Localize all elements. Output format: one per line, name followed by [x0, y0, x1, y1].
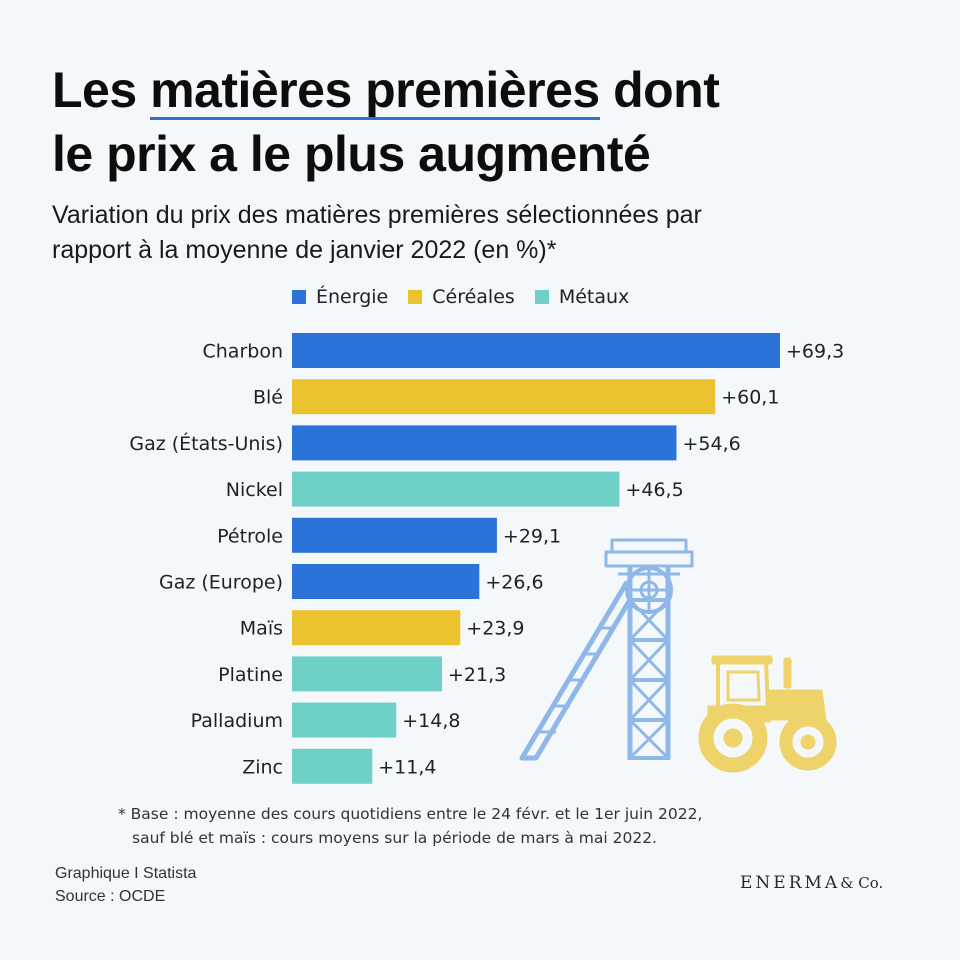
bar-3	[292, 471, 620, 507]
category-label: Maïs	[240, 618, 283, 640]
chart-subtitle: Variation du prix des matières premières…	[52, 198, 912, 268]
value-label: +21,3	[448, 664, 506, 686]
title-line-1: Les matières premières dont	[52, 58, 720, 122]
subtitle-line-1: Variation du prix des matières premières…	[52, 201, 702, 229]
legend-item-cereales: Céréales	[408, 286, 515, 308]
value-label: +26,6	[485, 572, 543, 594]
category-label: Nickel	[226, 479, 283, 501]
category-label: Pétrole	[217, 525, 283, 547]
bar-4	[292, 517, 497, 553]
bar-5	[292, 564, 480, 599]
credit-graphic: Graphique I Statista	[55, 865, 197, 882]
legend-item-metaux: Métaux	[534, 286, 630, 308]
legend-label: Céréales	[432, 286, 515, 308]
value-label: +11,4	[378, 756, 436, 778]
tractor-icon	[698, 655, 837, 773]
subtitle-line-2: rapport à la moyenne de janvier 2022 (en…	[52, 236, 557, 264]
title-text: Les	[52, 62, 151, 118]
credit-source: Source : OCDE	[55, 888, 166, 905]
category-label: Gaz (Europe)	[159, 572, 283, 594]
legend-swatch	[292, 290, 306, 304]
legend-swatch	[534, 290, 549, 304]
value-label: +54,6	[682, 433, 740, 455]
legend-item-energie: Énergie	[292, 286, 388, 308]
page-title: Les matières premières dont le prix a le…	[52, 58, 720, 186]
value-label: +46,5	[625, 479, 683, 501]
category-label: Charbon	[203, 341, 284, 363]
bar-1	[292, 379, 716, 415]
legend-swatch	[408, 290, 423, 304]
chart-legend: Énergie Céréales Métaux	[292, 286, 649, 308]
brand-suffix: & Co.	[840, 874, 884, 892]
title-text: dont	[599, 62, 720, 118]
legend-label: Métaux	[558, 286, 630, 308]
category-label: Gaz (États-Unis)	[129, 432, 283, 455]
category-label: Palladium	[191, 710, 283, 732]
bar-chart: Charbon +69,3 Blé +60,1 Gaz (États-Unis) +54,…	[129, 333, 844, 784]
mine-headframe-icon	[519, 538, 694, 761]
footnote: * Base : moyenne des cours quotidiens en…	[118, 802, 702, 850]
category-label: Zinc	[242, 756, 283, 778]
title-highlight: matières premières	[150, 58, 600, 122]
bar-7	[292, 656, 442, 692]
bar-6	[292, 610, 461, 646]
brand-name: ENERMA	[740, 873, 841, 893]
title-line-2: le prix a le plus augmenté	[52, 126, 651, 182]
value-label: +69,3	[786, 341, 844, 363]
bar-0	[292, 333, 780, 368]
value-label: +29,1	[503, 525, 561, 547]
category-label: Blé	[253, 387, 283, 409]
bar-2	[292, 425, 677, 461]
category-label: Platine	[218, 664, 283, 686]
footnote-line-1: * Base : moyenne des cours quotidiens en…	[118, 805, 703, 823]
bar-8	[292, 702, 397, 738]
credits: Graphique I Statista Source : OCDE	[55, 862, 196, 908]
value-label: +60,1	[721, 387, 779, 409]
footnote-line-2: sauf blé et maïs : cours moyens sur la p…	[132, 829, 657, 847]
value-label: +14,8	[402, 710, 460, 732]
brand-logo: ENERMA& Co.	[740, 873, 883, 893]
bar-9	[292, 748, 373, 784]
legend-label: Énergie	[316, 286, 389, 308]
value-label: +23,9	[466, 618, 524, 640]
